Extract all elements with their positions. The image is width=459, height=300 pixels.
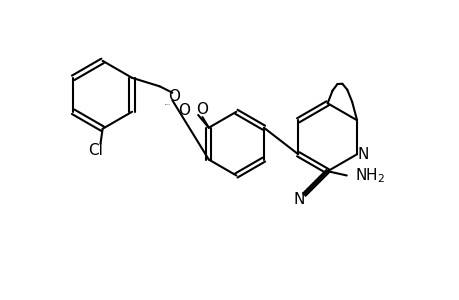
- Text: N: N: [357, 147, 368, 162]
- Text: O: O: [178, 103, 190, 118]
- Text: Cl: Cl: [88, 142, 103, 158]
- Text: methoxy: methoxy: [165, 104, 171, 105]
- Text: O: O: [168, 88, 180, 104]
- Text: N: N: [293, 192, 304, 207]
- Text: NH$_2$: NH$_2$: [354, 166, 385, 185]
- Text: O: O: [196, 102, 208, 117]
